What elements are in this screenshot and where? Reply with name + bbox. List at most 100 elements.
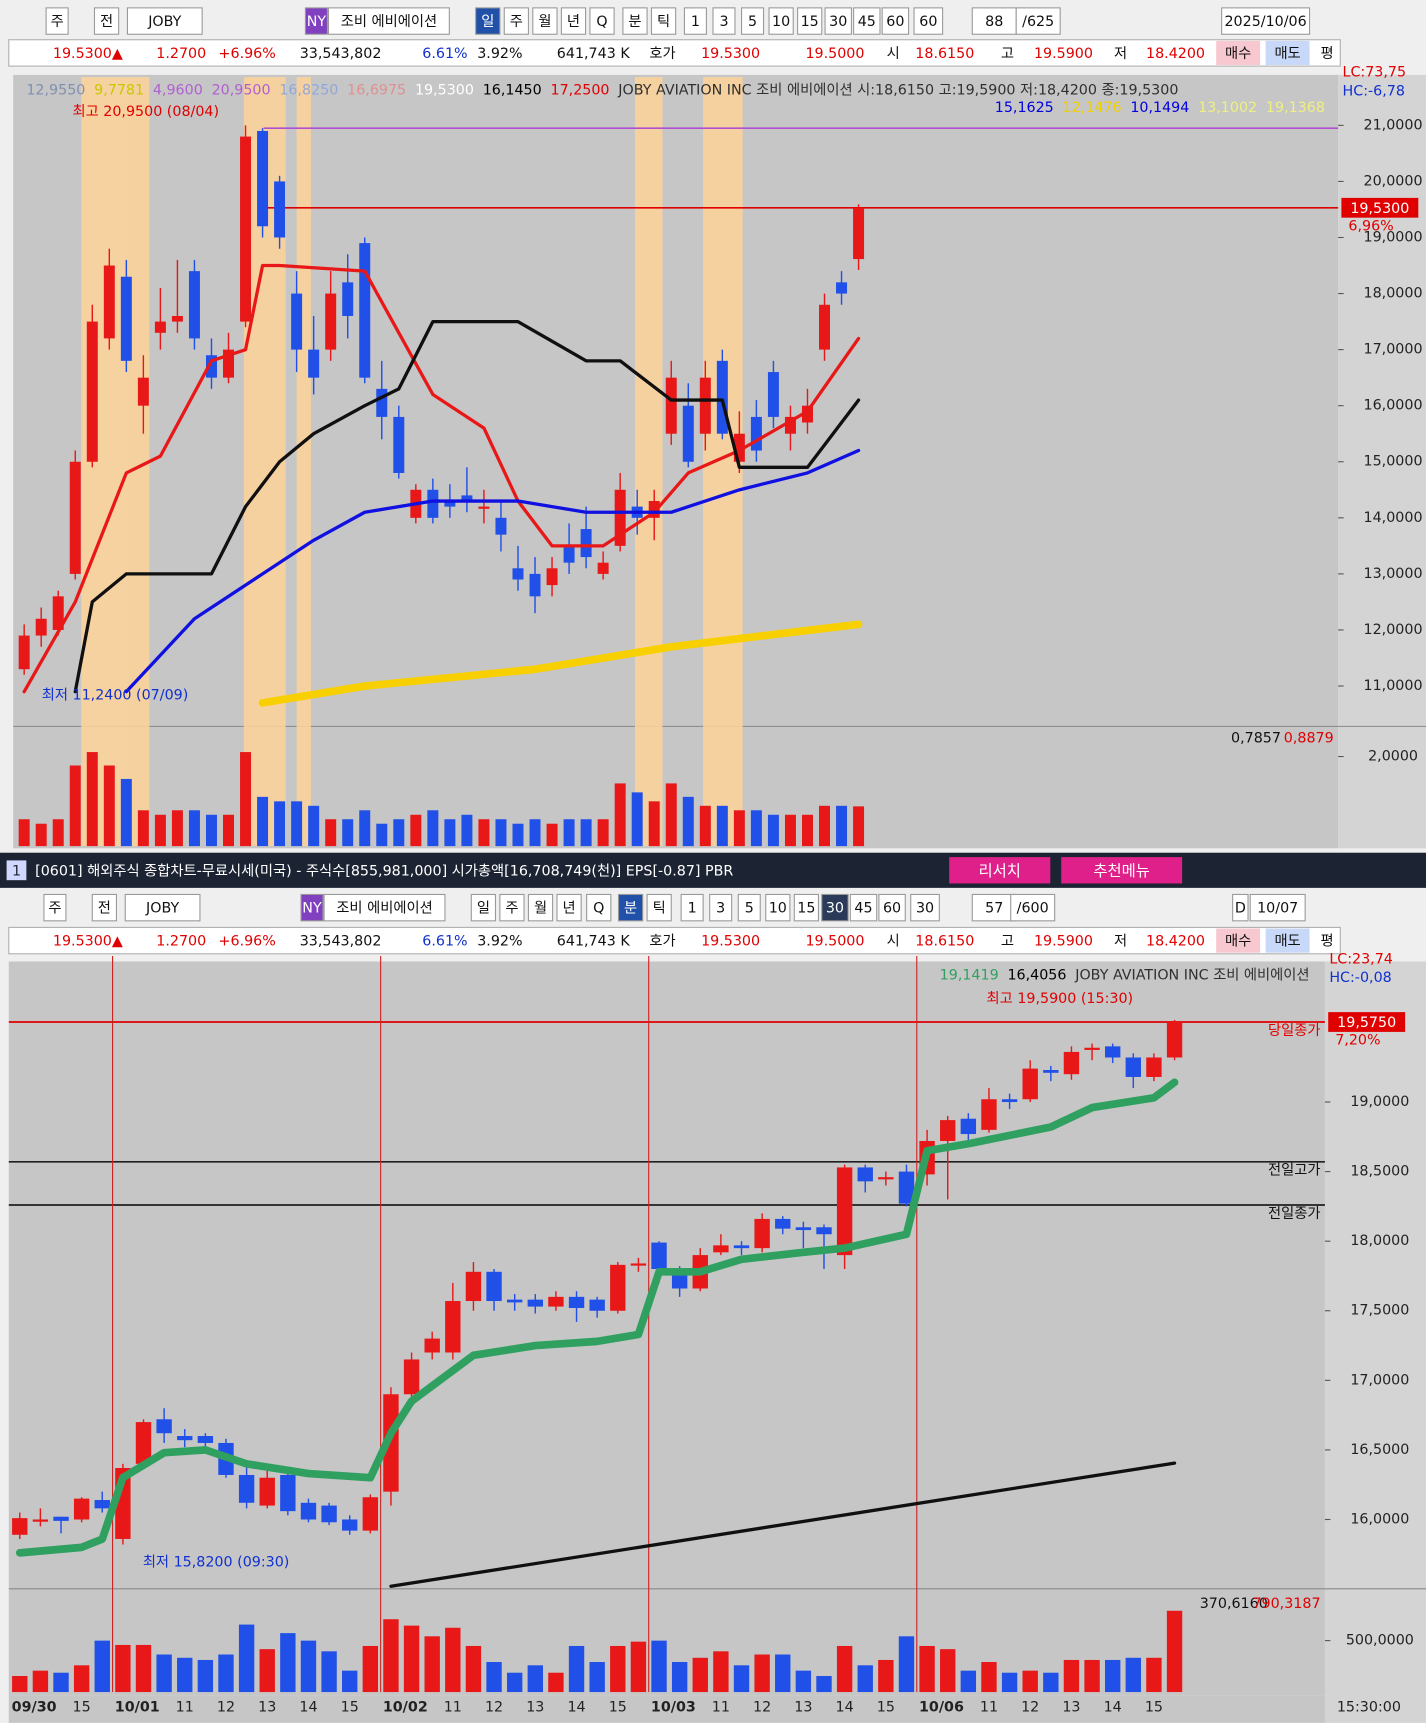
toolbar-button[interactable] [741, 7, 765, 35]
toolbar-label[interactable]: /600 [1017, 901, 1049, 917]
toolbar-button[interactable] [768, 7, 794, 35]
toolbar-button[interactable] [971, 7, 1017, 35]
toolbar-label[interactable]: 57 [985, 901, 1003, 917]
toolbar-button[interactable] [797, 7, 823, 35]
toolbar-button[interactable] [680, 893, 704, 922]
toolbar-button[interactable] [43, 893, 67, 922]
toolbar-button[interactable] [304, 7, 328, 35]
toolbar-label[interactable]: 년 [567, 13, 580, 30]
quote-text[interactable]: 매도 [1274, 45, 1300, 62]
toolbar-label[interactable]: JOBY [145, 901, 179, 917]
trade-button[interactable] [1216, 928, 1261, 953]
toolbar-label[interactable]: 주 [48, 901, 61, 917]
toolbar-label[interactable]: 틱 [657, 13, 670, 30]
toolbar-button[interactable] [878, 893, 906, 922]
toolbar-button[interactable] [765, 893, 791, 922]
trade-button[interactable] [1216, 40, 1261, 66]
toolbar-label[interactable]: 30 [826, 901, 844, 917]
toolbar-label[interactable]: /625 [1022, 14, 1054, 30]
toolbar-label[interactable]: 틱 [653, 900, 666, 917]
toolbar-label[interactable]: 60 [919, 14, 937, 30]
toolbar-button[interactable] [560, 7, 587, 35]
toolbar-label[interactable]: 15 [797, 901, 815, 917]
toolbar-label[interactable]: 30 [829, 14, 847, 30]
toolbar-label[interactable]: 조비 에비에이션 [336, 900, 432, 917]
quote-text[interactable]: 평 [1321, 933, 1334, 950]
toolbar-label[interactable]: 주 [510, 14, 523, 30]
toolbar-label[interactable]: 3 [719, 14, 728, 30]
toolbar-button[interactable] [527, 893, 554, 922]
toolbar-button[interactable] [470, 893, 497, 922]
toolbar-button[interactable] [475, 7, 501, 35]
toolbar-label[interactable]: 조비 에비에이션 [341, 13, 437, 30]
trade-button[interactable] [1265, 928, 1310, 953]
toolbar-label[interactable]: 5 [748, 14, 757, 30]
toolbar-button[interactable] [586, 893, 612, 922]
toolbar-button[interactable] [913, 7, 944, 35]
toolbar-label[interactable]: JOBY [147, 14, 181, 30]
toolbar-button[interactable] [1249, 893, 1306, 922]
toolbar-button[interactable] [646, 893, 672, 922]
toolbar-label[interactable]: 주 [51, 14, 64, 30]
research-button[interactable]: 리서치 [979, 862, 1021, 880]
toolbar-button[interactable] [622, 7, 648, 35]
toolbar-button[interactable] [737, 893, 761, 922]
toolbar-label[interactable]: Q [596, 14, 607, 30]
toolbar-button[interactable] [683, 7, 707, 35]
toolbar-button[interactable] [712, 7, 736, 35]
toolbar-button[interactable] [323, 893, 446, 922]
toolbar-button[interactable] [93, 7, 120, 35]
toolbar-button[interactable] [91, 893, 118, 922]
toolbar-label[interactable]: Q [593, 901, 604, 917]
toolbar-label[interactable]: 월 [534, 900, 547, 917]
toolbar-label[interactable]: 3 [716, 901, 725, 917]
toolbar-label[interactable]: 30 [916, 901, 934, 917]
toolbar-label[interactable]: 1 [691, 14, 700, 30]
toolbar-button[interactable] [709, 893, 733, 922]
toolbar-label[interactable]: 45 [858, 14, 876, 30]
toolbar-label[interactable]: 10/07 [1257, 901, 1298, 917]
toolbar-button[interactable] [126, 7, 203, 35]
toolbar-button[interactable] [824, 7, 852, 35]
quote-text[interactable]: 매수 [1225, 933, 1251, 950]
toolbar-label[interactable]: 60 [883, 901, 901, 917]
menu-button[interactable]: 추천메뉴 [1093, 862, 1150, 880]
toolbar-label[interactable]: 2025/10/06 [1224, 14, 1306, 30]
quote-text[interactable]: 매수 [1225, 45, 1251, 62]
toolbar-label[interactable]: 분 [624, 901, 637, 917]
toolbar-label[interactable]: 주 [505, 901, 518, 917]
toolbar-button[interactable] [589, 7, 615, 35]
toolbar-label[interactable]: 월 [538, 13, 551, 30]
toolbar-label[interactable]: 5 [745, 901, 754, 917]
toolbar-button[interactable] [1015, 7, 1061, 35]
toolbar-label[interactable]: 일 [481, 13, 494, 30]
toolbar-button[interactable] [327, 7, 450, 35]
toolbar-button[interactable] [300, 893, 324, 922]
toolbar-button[interactable] [556, 893, 582, 922]
toolbar-button[interactable] [853, 7, 881, 35]
toolbar-button[interactable] [793, 893, 820, 922]
toolbar-button[interactable] [1221, 7, 1311, 35]
toolbar-button[interactable] [617, 893, 644, 922]
toolbar-button[interactable] [821, 893, 849, 922]
toolbar-label[interactable]: 88 [985, 14, 1003, 30]
toolbar-button[interactable] [910, 893, 940, 922]
toolbar-button[interactable] [499, 893, 525, 922]
toolbar-button[interactable] [971, 893, 1017, 922]
toolbar-button[interactable] [881, 7, 910, 35]
toolbar-label[interactable]: 년 [563, 900, 576, 917]
toolbar-label[interactable]: NY [302, 901, 322, 917]
toolbar-button[interactable] [1232, 893, 1249, 922]
toolbar-button[interactable] [532, 7, 558, 35]
toolbar-label[interactable]: 15 [801, 14, 819, 30]
toolbar-label[interactable]: 45 [854, 901, 872, 917]
toolbar-button[interactable] [650, 7, 677, 35]
toolbar-label[interactable]: NY [307, 14, 327, 30]
toolbar-label[interactable]: 분 [628, 14, 641, 30]
trade-button[interactable] [1265, 40, 1310, 66]
toolbar-label[interactable]: D [1235, 901, 1246, 917]
toolbar-button[interactable] [503, 7, 529, 35]
toolbar-label[interactable]: 10 [772, 14, 790, 30]
toolbar-label[interactable]: 전 [98, 900, 111, 917]
quote-text[interactable]: 평 [1321, 45, 1334, 62]
